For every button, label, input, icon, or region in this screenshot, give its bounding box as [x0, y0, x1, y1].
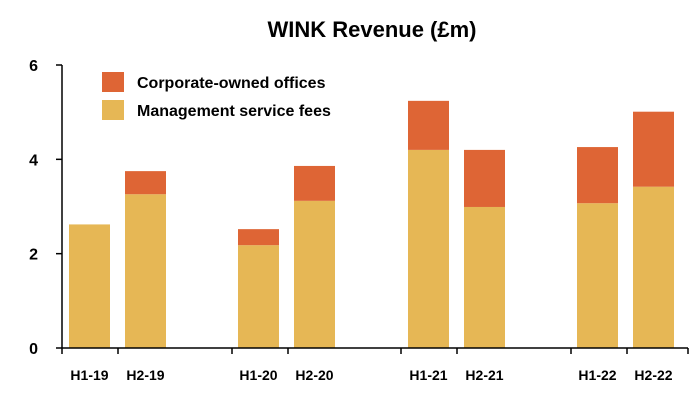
legend-swatch-corporate-offices	[102, 72, 124, 92]
bar-corporate-offices-h1-22	[577, 147, 618, 204]
bar-management-fees-h1-22	[577, 203, 618, 348]
chart-title: WINK Revenue (£m)	[267, 17, 476, 42]
bar-corporate-offices-h1-21	[408, 100, 449, 150]
y-tick-label-0: 0	[29, 341, 38, 358]
bar-corporate-offices-h2-19	[125, 171, 166, 195]
x-tick-label-h2-21: H2-21	[465, 367, 503, 383]
x-tick-label-h2-19: H2-19	[126, 367, 164, 383]
legend: Corporate-owned offices Management servic…	[102, 72, 331, 120]
x-tick-label-h1-20: H1-20	[239, 367, 277, 383]
x-tick-label-h1-21: H1-21	[409, 367, 447, 383]
axes-group: 0 2 4 6 H1-19 H2-19 H1-20 H2-20 H1-21 H2-21 H1-22 H…	[29, 58, 689, 383]
bar-management-fees-h2-22	[633, 186, 674, 348]
bar-management-fees-h2-21	[464, 206, 505, 348]
x-tick-label-h2-22: H2-22	[634, 367, 672, 383]
bar-management-fees-h1-21	[408, 149, 449, 348]
bar-management-fees-h1-19	[69, 224, 110, 348]
y-tick-label-6: 6	[29, 58, 38, 75]
legend-label-corporate-offices: Corporate-owned offices	[137, 75, 326, 92]
y-tick-label-2: 2	[29, 247, 38, 264]
bar-management-fees-h2-20	[294, 200, 335, 348]
bar-management-fees-h1-20	[238, 245, 279, 348]
bars-group	[69, 100, 674, 348]
x-tick-label-h1-22: H1-22	[578, 367, 616, 383]
legend-label-management-fees: Management service fees	[137, 103, 331, 120]
y-tick-label-4: 4	[29, 152, 38, 169]
bar-corporate-offices-h2-20	[294, 165, 335, 201]
legend-swatch-management-fees	[102, 100, 124, 120]
bar-corporate-offices-h2-21	[464, 149, 505, 207]
bar-corporate-offices-h1-20	[238, 229, 279, 246]
bar-management-fees-h2-19	[125, 194, 166, 348]
x-tick-label-h2-20: H2-20	[295, 367, 333, 383]
x-tick-label-h1-19: H1-19	[70, 367, 108, 383]
bar-corporate-offices-h2-22	[633, 111, 674, 187]
